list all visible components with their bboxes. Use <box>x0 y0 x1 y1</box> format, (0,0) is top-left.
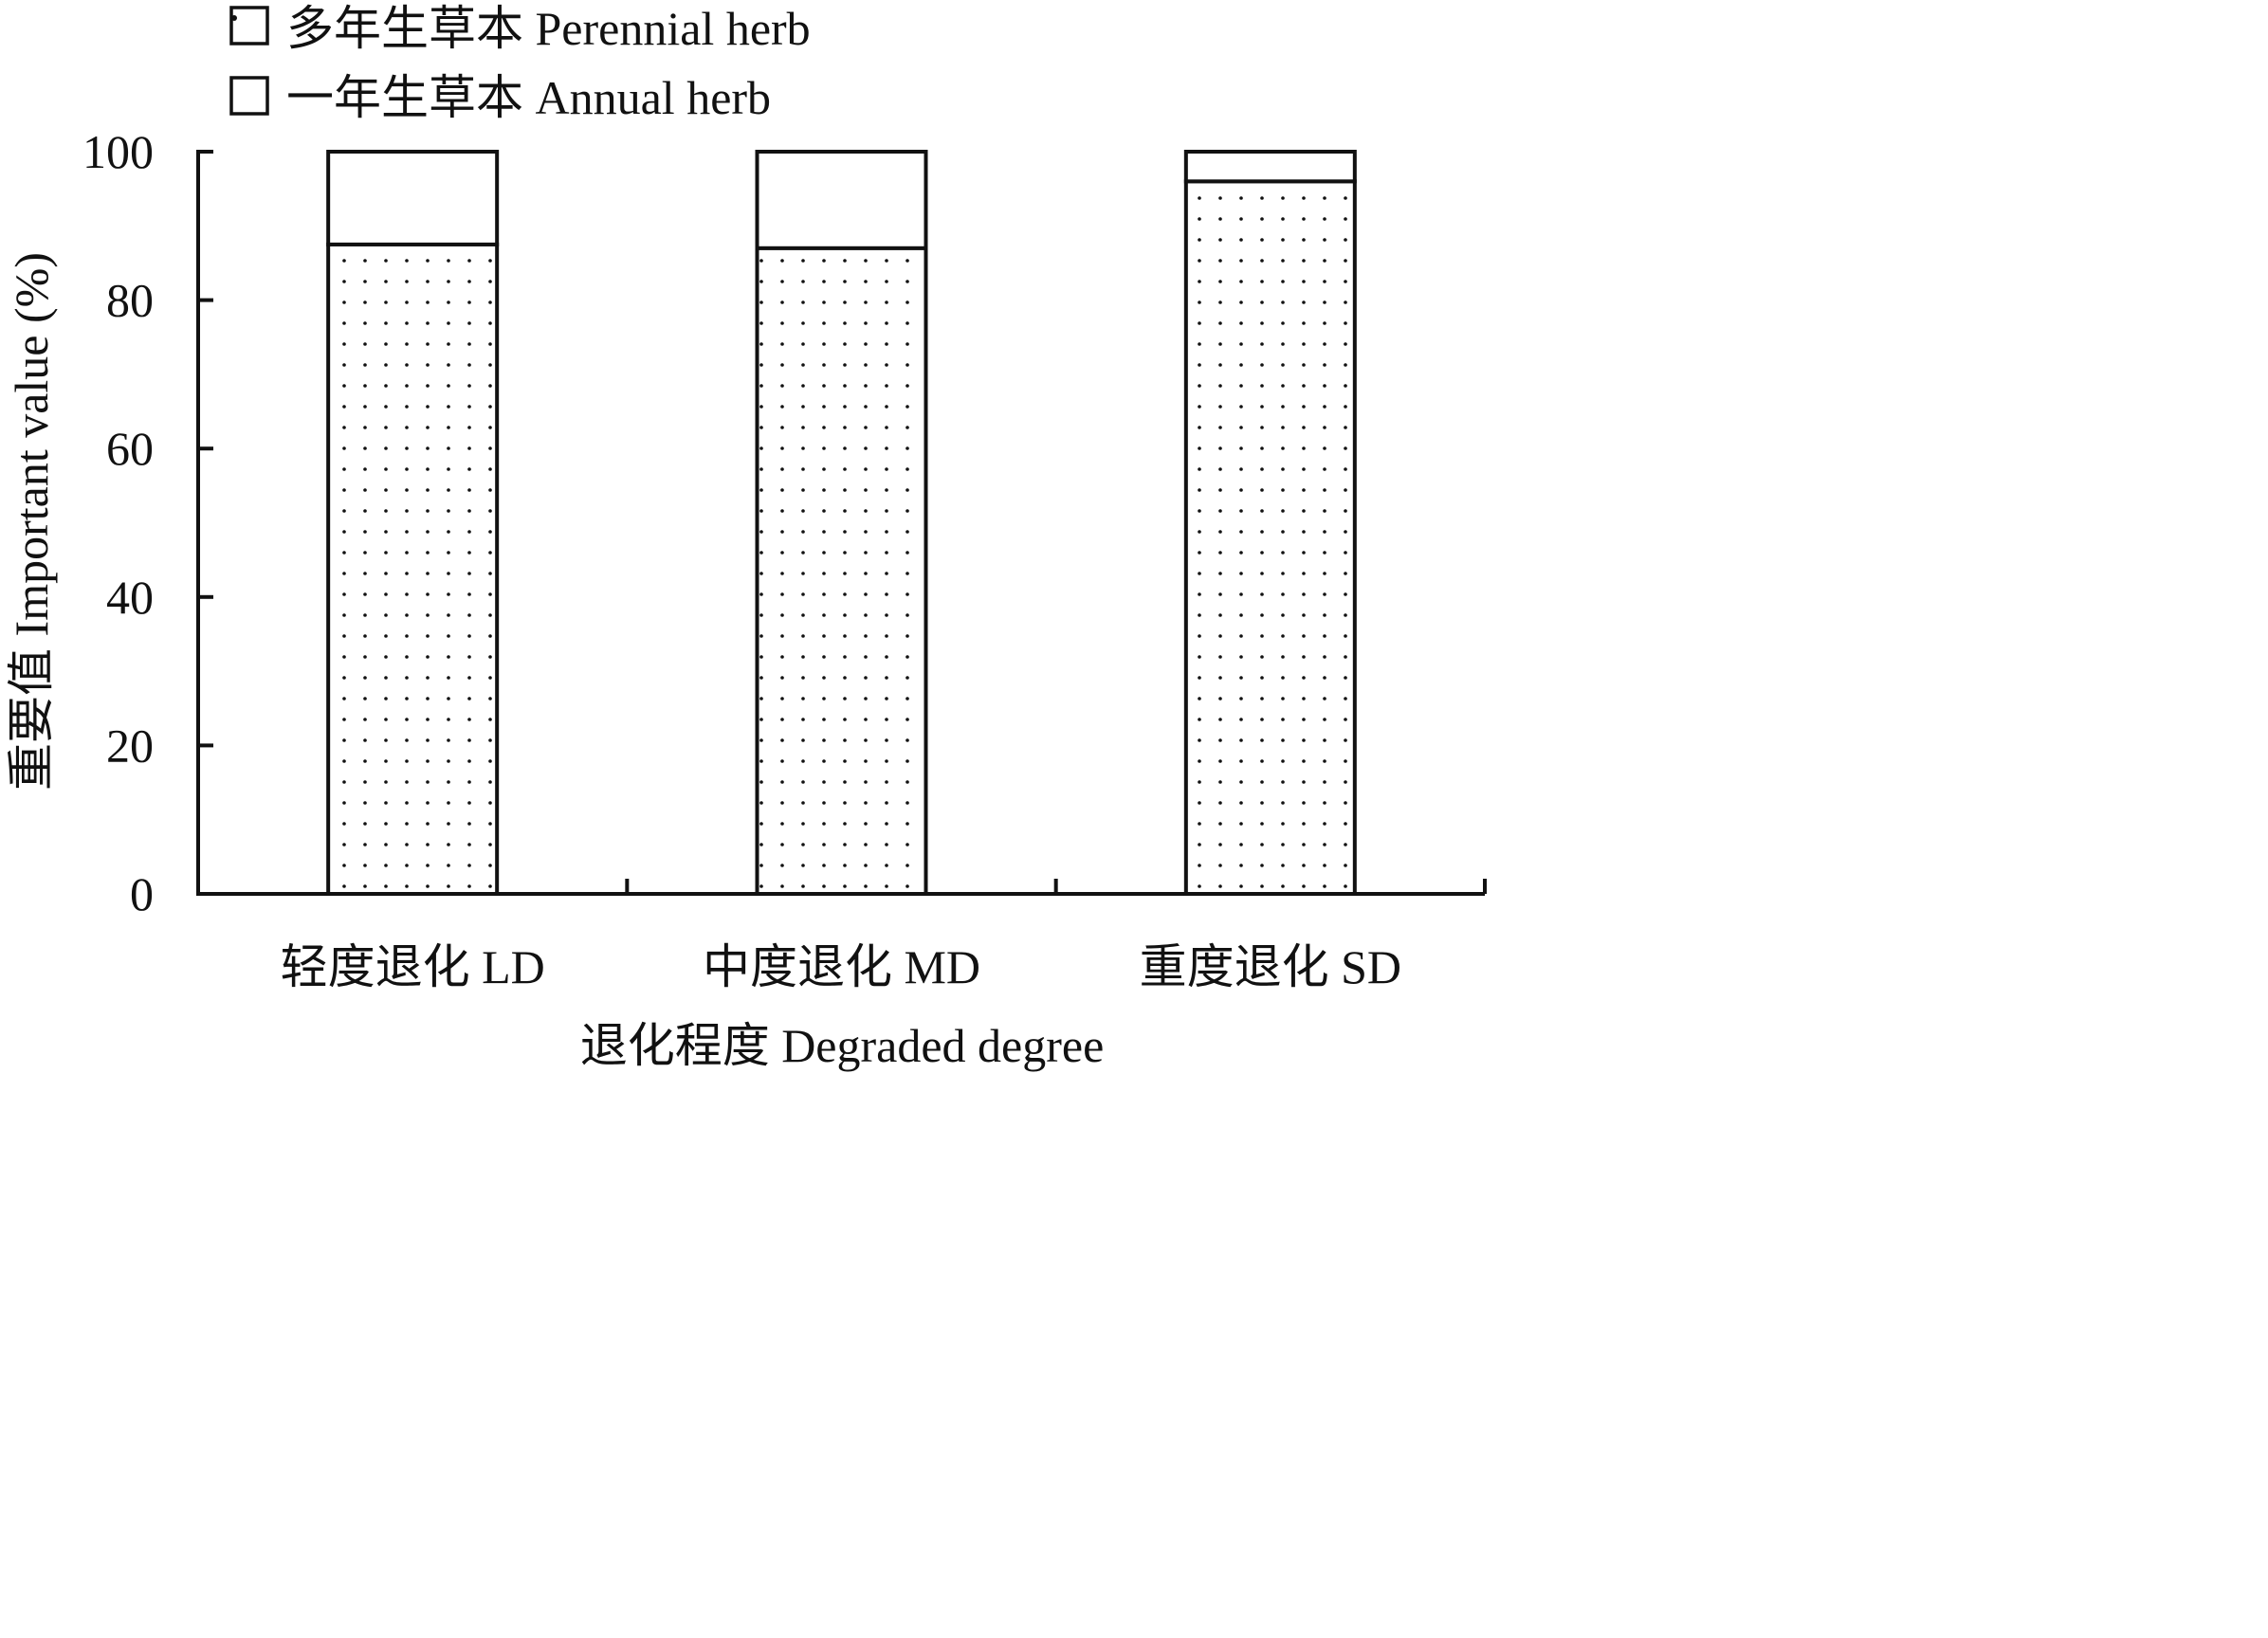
x-category-label: 轻度退化 LD <box>281 940 545 993</box>
y-axis-title: 重要值 Important value (%) <box>5 252 58 791</box>
x-category-label: 重度退化 SD <box>1140 940 1401 993</box>
legend-item-annual: 一年生草本 Annual herb <box>229 71 771 124</box>
legend: 多年生草本 Perennial herb 一年生草本 Annual herb <box>229 2 811 124</box>
bar-segment-annual <box>1183 150 1357 184</box>
bar-segment-annual <box>326 150 500 246</box>
bars <box>326 150 1357 897</box>
x-axis-ticks: 轻度退化 LD 中度退化 MD 重度退化 SD <box>281 879 1487 993</box>
bar-segment-perennial <box>1183 179 1357 896</box>
legend-label-perennial: 多年生草本 Perennial herb <box>286 2 811 55</box>
legend-swatch-annual <box>229 76 269 116</box>
bar-segment-annual <box>755 150 928 250</box>
x-axis-title: 退化程度 Degraded degree <box>580 1019 1105 1072</box>
y-tick-label: 40 <box>106 571 154 624</box>
y-axis-ticks: 0 20 40 60 80 100 <box>82 125 213 920</box>
bar-segment-perennial <box>755 246 928 897</box>
y-tick-label: 0 <box>130 867 154 920</box>
y-tick-label: 100 <box>82 125 154 178</box>
y-tick-label: 60 <box>106 422 154 475</box>
stacked-bar-chart: 多年生草本 Perennial herb 一年生草本 Annual herb 重… <box>5 2 1487 1072</box>
legend-item-perennial: 多年生草本 Perennial herb <box>229 2 811 55</box>
legend-swatch-perennial <box>229 6 269 46</box>
legend-label-annual: 一年生草本 Annual herb <box>286 71 771 124</box>
y-tick-label: 80 <box>106 274 154 327</box>
y-tick-label: 20 <box>106 719 154 772</box>
x-category-label: 中度退化 MD <box>703 940 980 993</box>
bar-segment-perennial <box>326 242 500 896</box>
